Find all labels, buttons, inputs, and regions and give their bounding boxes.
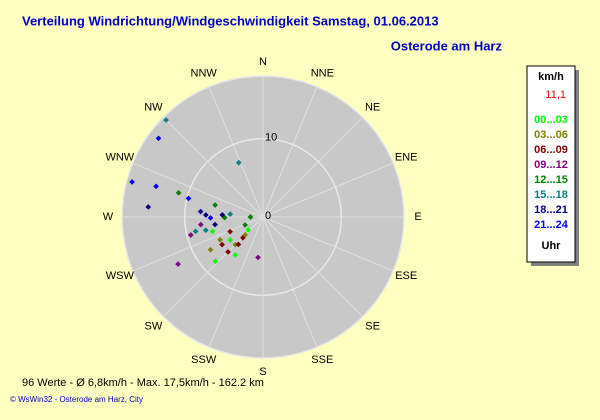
legend-entry: 03...06 (534, 129, 568, 141)
data-point (247, 214, 254, 220)
chart-subtitle: Osterode am Harz (391, 38, 503, 53)
data-point (197, 221, 204, 228)
data-point (235, 241, 242, 248)
spoke (208, 86, 264, 218)
spoke (162, 116, 264, 218)
data-point (175, 261, 181, 267)
spoke (262, 162, 394, 218)
data-point (155, 135, 162, 142)
chart-title: Verteilung Windrichtung/Windgeschwindigk… (22, 13, 439, 28)
data-point (207, 215, 214, 221)
direction-label: NNE (311, 68, 334, 80)
data-point (242, 222, 248, 228)
direction-label: NNW (191, 68, 218, 80)
data-point (245, 227, 252, 233)
data-point (175, 189, 182, 196)
direction-label: SE (365, 321, 380, 333)
data-point (219, 212, 226, 218)
data-point (212, 221, 218, 228)
r-tick-label: 10 (265, 132, 277, 144)
data-point (203, 212, 209, 218)
data-point (212, 202, 218, 208)
direction-label: W (103, 211, 114, 223)
data-point (207, 246, 214, 253)
direction-label: SSW (191, 354, 217, 366)
spoke (132, 162, 264, 218)
data-point (235, 159, 242, 166)
spoke (208, 216, 264, 348)
data-point (212, 258, 219, 265)
grid-ring (183, 137, 343, 297)
legend-entry: 09...12 (534, 159, 568, 171)
legend-entry: 21...24 (534, 219, 569, 231)
legend-entry: 18...21 (534, 204, 568, 216)
data-point (185, 195, 192, 202)
legend-box (526, 65, 576, 263)
legend-footer: Uhr (542, 240, 562, 252)
spoke (262, 116, 364, 218)
legend-entry: 12...15 (534, 174, 568, 186)
legend-title: km/h (538, 71, 564, 83)
data-point (232, 252, 239, 258)
data-point (240, 235, 246, 241)
spoke (262, 216, 394, 272)
data-point (192, 228, 199, 235)
data-point (153, 183, 159, 190)
direction-label: NW (144, 101, 163, 113)
data-point (227, 237, 234, 243)
spoke (262, 216, 364, 318)
direction-label: S (259, 366, 266, 378)
direction-label: SW (145, 321, 163, 333)
data-point (255, 254, 261, 261)
data-point (187, 232, 194, 238)
data-point (219, 241, 225, 248)
direction-label: WSW (106, 270, 135, 282)
r-tick-label: 0 (265, 210, 271, 222)
data-point (227, 228, 233, 235)
data-point (209, 228, 216, 235)
spoke (132, 216, 264, 272)
data-point (145, 204, 152, 210)
direction-label: WNW (105, 152, 134, 164)
legend-entry: 15...18 (534, 189, 568, 201)
footer: 96 Werte - Ø 6,8km/h - Max. 17,5km/h - 1… (22, 377, 264, 389)
direction-label: E (414, 211, 421, 223)
legend-entry: 06...09 (534, 144, 568, 156)
direction-label: SSE (311, 354, 333, 366)
data-point (225, 249, 231, 255)
data-point (217, 236, 223, 243)
direction-label: ESE (395, 270, 417, 282)
direction-label: N (259, 56, 267, 68)
credit: © WsWin32 - Osterode am Harz, City (10, 395, 143, 404)
direction-label: NE (365, 101, 380, 113)
data-point (129, 179, 135, 185)
legend-entry: 00...03 (534, 114, 568, 126)
data-point (163, 117, 169, 123)
current-value: 11,1 (545, 89, 566, 101)
spoke (262, 216, 318, 348)
data-point (197, 208, 204, 215)
data-point (227, 211, 234, 217)
data-point (202, 227, 209, 234)
direction-label: ENE (395, 152, 418, 164)
spoke (262, 86, 318, 218)
